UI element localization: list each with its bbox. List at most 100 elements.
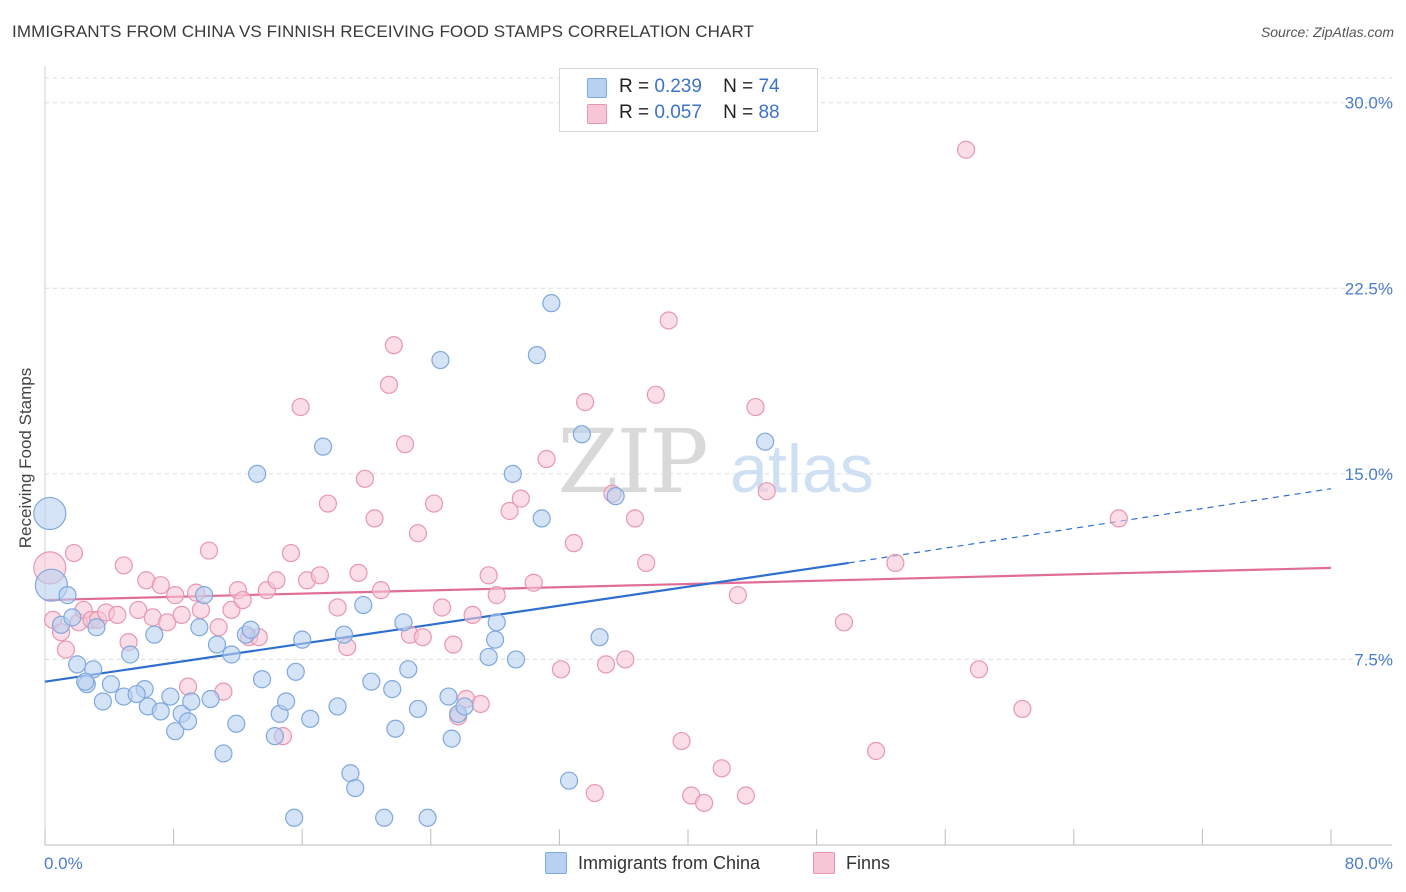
point-china bbox=[68, 655, 87, 674]
point-china bbox=[58, 586, 77, 605]
y-tick-label: 22.5% bbox=[1345, 279, 1393, 298]
point-china bbox=[431, 350, 450, 370]
point-china bbox=[408, 699, 428, 719]
point-finns bbox=[1013, 699, 1032, 719]
source-label: Source: ZipAtlas.com bbox=[1260, 24, 1394, 40]
point-finns bbox=[616, 650, 635, 669]
point-finns bbox=[524, 573, 543, 592]
point-china bbox=[606, 487, 625, 506]
point-finns bbox=[834, 613, 854, 632]
point-finns bbox=[672, 731, 691, 751]
point-china bbox=[542, 294, 561, 313]
point-china bbox=[222, 645, 241, 664]
point-china bbox=[375, 808, 394, 827]
point-finns bbox=[886, 553, 905, 573]
point-china bbox=[532, 509, 551, 528]
point-china bbox=[527, 346, 546, 365]
point-china bbox=[214, 744, 233, 763]
point-china bbox=[248, 464, 267, 483]
point-china bbox=[572, 425, 592, 444]
point-china bbox=[161, 687, 180, 706]
tick-labels: 7.5% 15.0% 22.5% 30.0% 0.0% 80.0% bbox=[44, 94, 1393, 873]
point-finns bbox=[191, 600, 211, 620]
point-finns bbox=[479, 566, 498, 585]
point-china bbox=[301, 709, 320, 728]
legend-item-finns: Finns bbox=[813, 852, 890, 874]
point-finns bbox=[413, 628, 432, 647]
point-finns bbox=[129, 600, 148, 620]
point-finns bbox=[424, 494, 444, 513]
point-china bbox=[178, 712, 198, 731]
point-china bbox=[166, 722, 185, 741]
point-china bbox=[227, 714, 246, 733]
point-finns bbox=[712, 759, 731, 778]
point-finns bbox=[511, 489, 530, 508]
point-finns bbox=[746, 397, 765, 417]
point-china bbox=[93, 692, 112, 711]
point-finns bbox=[471, 694, 490, 714]
point-finns bbox=[956, 140, 976, 159]
point-china bbox=[756, 432, 775, 451]
point-china bbox=[285, 808, 304, 827]
legend-n-value: 74 bbox=[758, 76, 780, 97]
point-china bbox=[399, 660, 418, 679]
y-tick-label: 7.5% bbox=[1354, 650, 1393, 669]
point-finns bbox=[728, 586, 747, 605]
trendline-china-projection bbox=[848, 488, 1332, 564]
point-china bbox=[63, 608, 82, 627]
point-finns bbox=[646, 385, 665, 404]
legend-row-china: R = 0.239 N = 74 bbox=[560, 74, 817, 100]
point-china bbox=[313, 437, 333, 456]
point-finns bbox=[625, 509, 645, 528]
point-china bbox=[442, 729, 461, 748]
point-china bbox=[362, 672, 381, 691]
point-china bbox=[503, 464, 522, 483]
point-china bbox=[87, 618, 106, 637]
legend-row-finns: R = 0.057 N = 88 bbox=[560, 100, 817, 126]
axes bbox=[44, 66, 1392, 846]
point-finns bbox=[310, 566, 329, 585]
legend-swatch-blue bbox=[587, 78, 607, 98]
point-finns bbox=[349, 563, 368, 582]
point-finns bbox=[537, 449, 556, 469]
point-finns bbox=[355, 469, 374, 488]
point-finns bbox=[432, 598, 452, 617]
x-tick-label: 0.0% bbox=[44, 854, 83, 873]
legend-n-value: 88 bbox=[758, 102, 780, 123]
point-china bbox=[190, 618, 209, 637]
point-china bbox=[346, 778, 365, 798]
point-china bbox=[479, 647, 498, 667]
point-china bbox=[506, 650, 526, 669]
point-finns bbox=[379, 375, 399, 394]
point-china bbox=[486, 630, 505, 649]
point-finns bbox=[371, 581, 391, 600]
point-china bbox=[383, 680, 402, 699]
y-axis-label: Receiving Food Stamps bbox=[16, 368, 35, 548]
point-finns bbox=[209, 618, 228, 637]
point-china bbox=[394, 613, 413, 632]
point-finns bbox=[291, 397, 310, 417]
legend-r-value: 0.239 bbox=[654, 76, 702, 97]
point-china bbox=[33, 496, 67, 531]
point-finns bbox=[114, 556, 133, 575]
point-finns bbox=[178, 677, 198, 696]
point-china bbox=[418, 808, 437, 827]
point-china bbox=[455, 697, 474, 716]
point-finns bbox=[463, 605, 482, 625]
point-finns bbox=[328, 598, 347, 617]
point-china bbox=[286, 662, 305, 681]
point-finns bbox=[637, 553, 656, 573]
point-finns bbox=[151, 576, 170, 595]
point-china bbox=[334, 625, 354, 644]
legend-r-value: 0.057 bbox=[654, 102, 702, 123]
point-finns bbox=[199, 541, 219, 560]
point-finns bbox=[659, 311, 678, 330]
point-finns bbox=[551, 660, 571, 679]
series-immigrants-from-china bbox=[33, 294, 775, 827]
point-finns bbox=[1109, 509, 1128, 528]
point-finns bbox=[408, 524, 428, 543]
legend-swatch-pink bbox=[587, 104, 607, 124]
point-finns bbox=[267, 571, 286, 590]
point-finns bbox=[158, 613, 177, 632]
